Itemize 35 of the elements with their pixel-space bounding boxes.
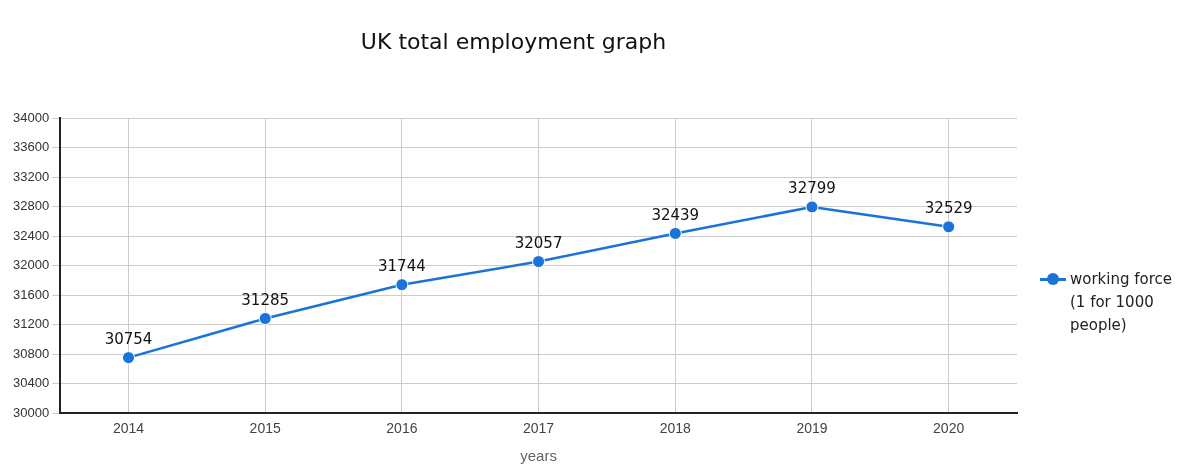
- y-tick-label: 34000: [12, 109, 50, 125]
- x-tick-label: 2015: [249, 420, 281, 437]
- data-label: 32439: [651, 205, 700, 224]
- data-label: 30754: [104, 330, 153, 349]
- y-tick-label: 31600: [12, 286, 50, 302]
- chart-title: UK total employment graph: [360, 28, 667, 54]
- y-tick-label: 32800: [12, 198, 50, 214]
- data-label: 31285: [241, 290, 290, 309]
- point: [258, 312, 272, 325]
- y-tick-label: 33200: [12, 168, 50, 184]
- point: [532, 255, 546, 269]
- x-tick-label: 2016: [386, 420, 418, 437]
- point: [668, 226, 682, 240]
- legend-label: working force (1 for 1000 people): [1070, 269, 1174, 336]
- x-tick-label: 2019: [796, 420, 828, 437]
- x-tick-label: 2018: [659, 420, 692, 437]
- y-tick-label: 32400: [12, 227, 50, 243]
- data-label: 32799: [788, 179, 836, 198]
- y-tick-label: 30400: [12, 375, 50, 391]
- y-tick-label: 33600: [12, 139, 50, 155]
- data-label: 32529: [924, 199, 973, 218]
- data-label: 31744: [378, 257, 426, 276]
- data-label: 32057: [514, 233, 563, 252]
- y-tick-label: 32000: [12, 257, 50, 273]
- x-tick-label: 2020: [933, 420, 965, 437]
- point: [122, 351, 135, 365]
- point: [942, 220, 956, 234]
- point: [805, 200, 819, 214]
- x-axis-title: years: [520, 447, 557, 465]
- y-tick-label: 31200: [12, 316, 50, 332]
- point: [395, 278, 409, 292]
- y-tick-label: 30800: [12, 345, 50, 361]
- y-tick-label: 30000: [12, 404, 50, 420]
- x-tick-label: 2014: [112, 420, 145, 437]
- x-tick-label: 2017: [523, 420, 555, 437]
